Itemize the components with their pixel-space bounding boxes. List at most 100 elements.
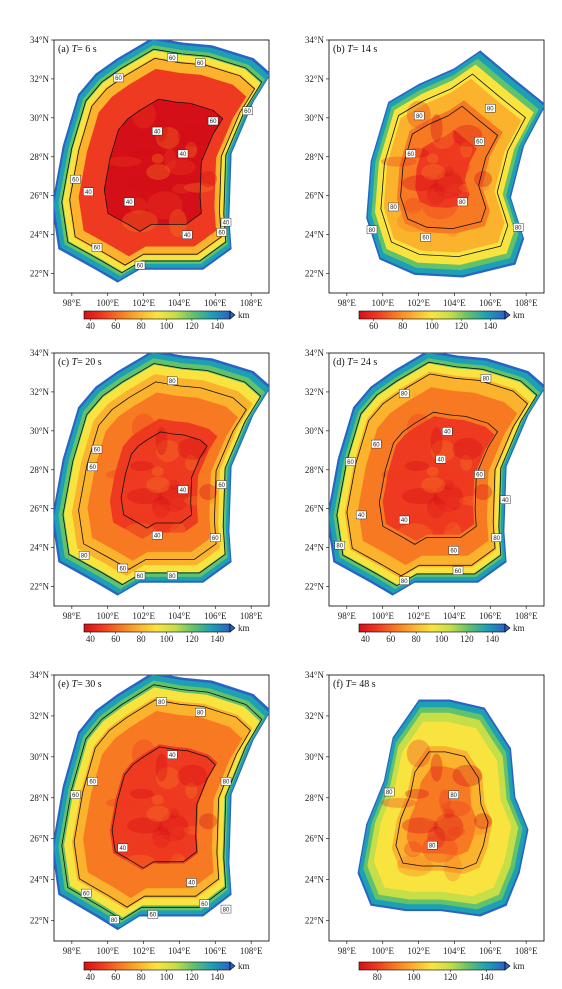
- contour-label: 60: [207, 116, 219, 125]
- colorbar-tick-label: 140: [480, 972, 494, 982]
- velocity-patch: [401, 817, 438, 834]
- contour-line: [78, 381, 247, 570]
- velocity-patch: [380, 156, 417, 167]
- contour-line: [103, 98, 224, 232]
- contour-label: 80: [513, 223, 524, 232]
- velocity-patch: [131, 413, 156, 442]
- colorbar-tick-label: 80: [137, 972, 147, 982]
- svg-text:60: 60: [210, 119, 217, 125]
- y-tick-label: 32°N: [30, 711, 50, 721]
- velocity-patch: [443, 522, 462, 551]
- colorbar-tick-label: 40: [361, 634, 371, 644]
- contour-label: 40: [83, 187, 94, 197]
- svg-text:60: 60: [89, 465, 96, 471]
- svg-text:80: 80: [483, 377, 490, 383]
- contour-label: 60: [134, 571, 146, 580]
- contour-line: [62, 363, 262, 586]
- contour-label: 80: [78, 551, 90, 560]
- svg-text:60: 60: [197, 61, 204, 67]
- contour-label: 80: [108, 915, 120, 924]
- velocity-patch: [430, 114, 443, 143]
- svg-text:80: 80: [223, 907, 230, 913]
- velocity-patch: [155, 753, 168, 782]
- colorbar-tick-label: 40: [86, 972, 96, 982]
- x-tick-label: 104°E: [443, 946, 466, 956]
- x-tick-label: 102°E: [132, 946, 155, 956]
- y-tick-label: 32°N: [305, 711, 325, 721]
- contour-label: 40: [151, 126, 163, 136]
- colorbar-tick-label: 120: [444, 972, 458, 982]
- colorbar-tick-label: 120: [460, 634, 474, 644]
- contour-label: 80: [480, 374, 492, 383]
- svg-text:80: 80: [401, 392, 408, 398]
- colorbar-unit: km: [238, 961, 250, 971]
- x-tick-label: 108°E: [515, 611, 538, 621]
- contour-label: 40: [177, 149, 189, 159]
- y-tick-label: 24°N: [30, 543, 50, 553]
- y-tick-label: 26°N: [30, 834, 50, 844]
- velocity-patch: [404, 461, 429, 472]
- colorbar: [358, 961, 506, 971]
- contour-label: 40: [399, 515, 410, 524]
- contour-label: 60: [134, 260, 146, 270]
- colorbar-tick-label: 100: [435, 634, 449, 644]
- velocity-patch: [430, 766, 455, 789]
- svg-text:40: 40: [180, 152, 187, 158]
- colorbar: [83, 310, 231, 320]
- x-tick-label: 106°E: [479, 946, 502, 956]
- velocity-patch: [129, 510, 148, 527]
- velocity-patch: [165, 472, 196, 489]
- svg-text:80: 80: [169, 379, 176, 385]
- x-tick-label: 106°E: [204, 946, 227, 956]
- contour-label: 60: [91, 444, 103, 454]
- velocity-patch: [168, 853, 187, 882]
- contour-label: 60: [113, 73, 124, 82]
- colorbar-arrow: [229, 623, 236, 633]
- velocity-patch: [126, 817, 163, 834]
- y-tick-label: 26°N: [30, 504, 50, 514]
- velocity-patch: [158, 813, 189, 842]
- velocity-patch: [199, 484, 218, 501]
- panel-c: 80 60 60 40 60 40 60 60 80 60 80 98°E 100°E 102°E 104°…: [30, 348, 270, 644]
- contour-label: 60: [81, 888, 92, 897]
- velocity-patch: [155, 766, 180, 789]
- velocity-patch: [404, 841, 423, 858]
- x-tick-label: 102°E: [132, 298, 155, 308]
- velocity-patch: [442, 479, 455, 490]
- svg-text:40: 40: [188, 881, 195, 887]
- velocity-patch: [105, 156, 142, 167]
- colorbar-unit: km: [513, 961, 525, 971]
- svg-text:80: 80: [336, 543, 343, 549]
- colorbar-tick-label: 60: [111, 634, 121, 644]
- contour-label: 40: [186, 878, 197, 887]
- velocity-patch: [427, 496, 446, 519]
- y-tick-label: 34°N: [30, 348, 50, 358]
- velocity-patch: [433, 483, 464, 512]
- panel-label: (d) T= 24 s: [333, 357, 377, 368]
- velocity-patch: [452, 764, 483, 787]
- contour-line: [61, 684, 263, 921]
- svg-text:60: 60: [476, 139, 483, 145]
- velocity-patch: [427, 183, 446, 206]
- velocity-patch: [440, 800, 471, 817]
- y-tick-label: 28°N: [30, 465, 50, 475]
- velocity-patch: [474, 171, 493, 188]
- x-tick-label: 106°E: [479, 611, 502, 621]
- colorbar-tick-label: 140: [486, 634, 500, 644]
- panel-b: 80 80 60 60 80 80 60 80 80 98°E 100°E 102°E 104°E 106…: [305, 35, 545, 331]
- svg-text:60: 60: [137, 574, 144, 580]
- y-tick-label: 26°N: [30, 191, 50, 201]
- colorbar-arrow: [229, 961, 236, 971]
- velocity-patch: [158, 170, 189, 199]
- svg-text:60: 60: [72, 177, 79, 183]
- colorbar: [83, 623, 231, 633]
- svg-text:80: 80: [416, 114, 423, 120]
- x-tick-label: 104°E: [168, 298, 191, 308]
- velocity-patch: [439, 461, 452, 484]
- svg-text:60: 60: [115, 76, 122, 82]
- velocity-patch: [440, 472, 471, 489]
- colorbar-tick-label: 120: [185, 972, 199, 982]
- velocity-patch: [129, 461, 154, 472]
- y-tick-label: 30°N: [305, 752, 325, 762]
- velocity-patch: [183, 495, 214, 506]
